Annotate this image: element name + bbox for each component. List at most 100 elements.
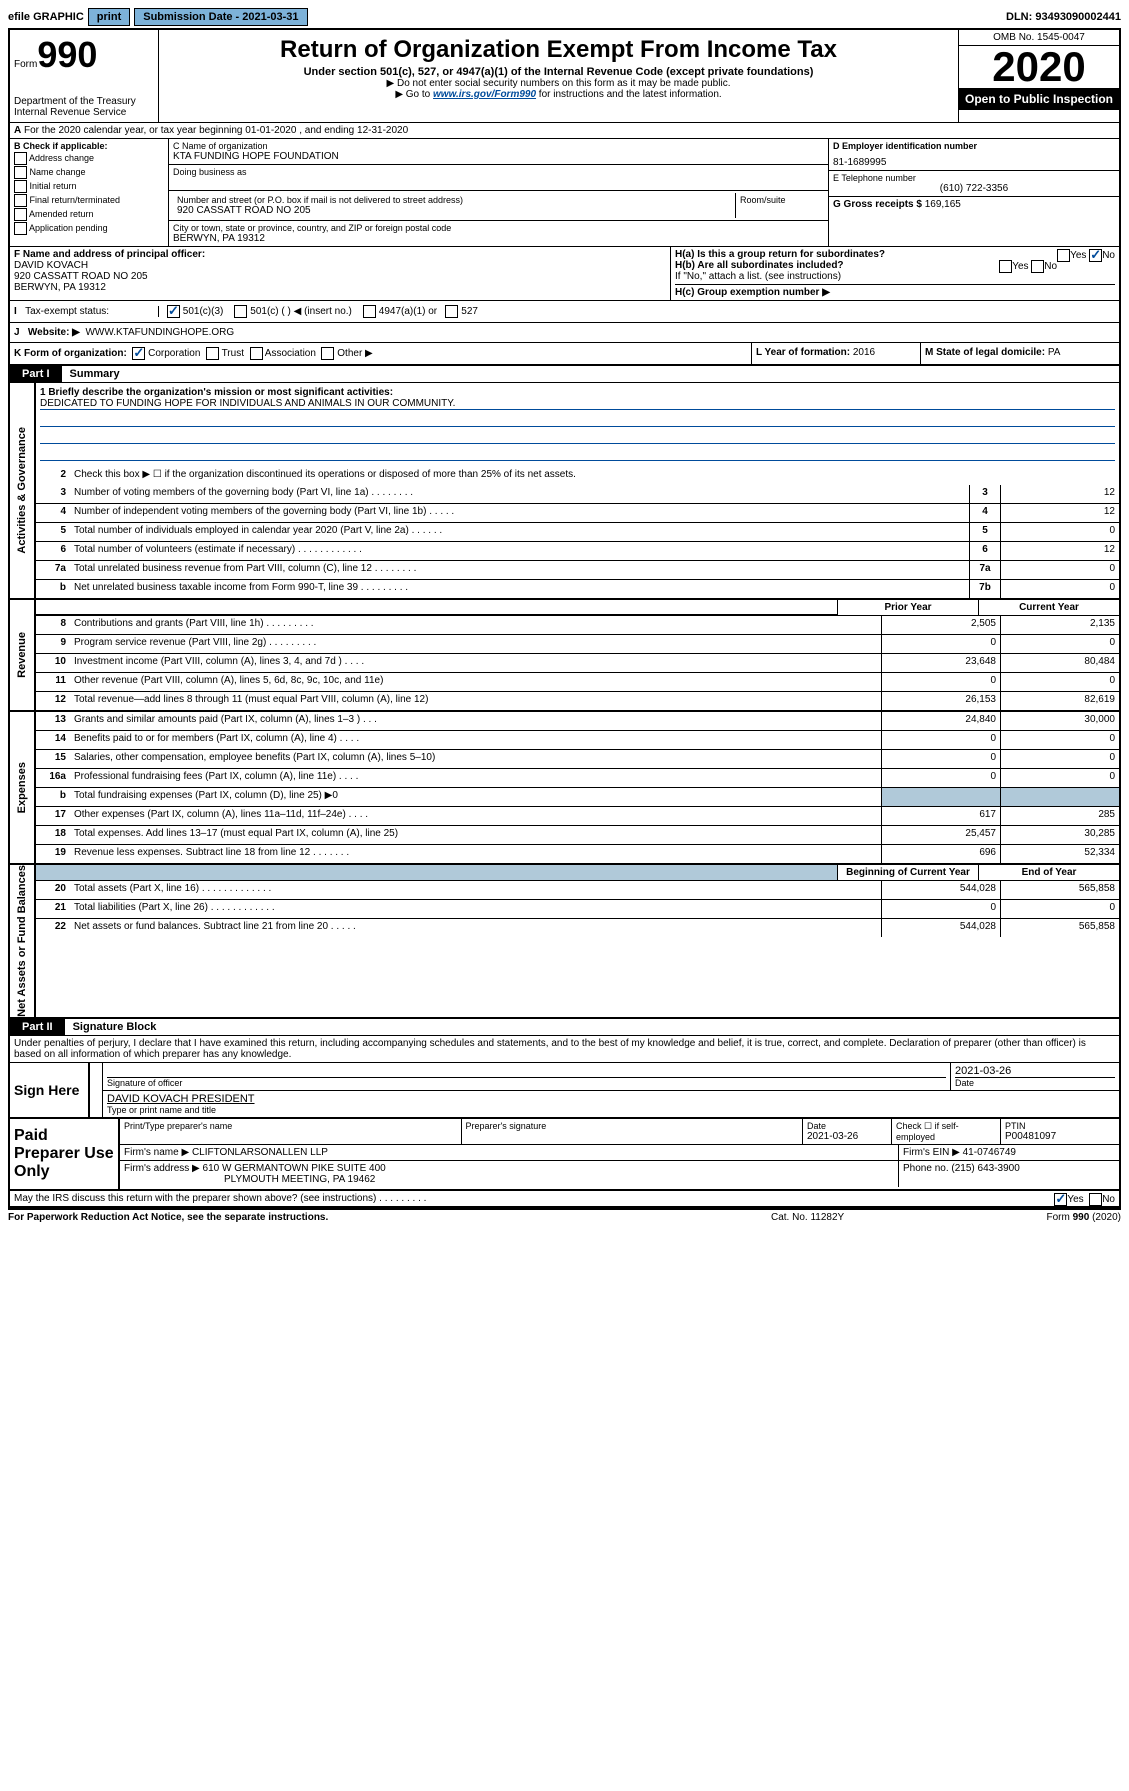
tax-status-label: Tax-exempt status:	[25, 306, 109, 317]
prior-year-header: Prior Year	[837, 600, 978, 615]
prep-h4: Check ☐ if self-employed	[892, 1119, 1001, 1144]
prep-ptin: P00481097	[1005, 1131, 1115, 1142]
goto-pre: ▶ Go to	[395, 89, 433, 100]
exp-curr-14: 0	[1000, 731, 1119, 749]
print-button[interactable]: print	[88, 8, 130, 26]
row-a: A For the 2020 calendar year, or tax yea…	[10, 123, 1119, 139]
net-line-22: Net assets or fund balances. Subtract li…	[70, 919, 881, 937]
exp-prior-b	[881, 788, 1000, 806]
cb-name[interactable]: Name change	[14, 166, 164, 179]
gov-val-6: 12	[1000, 542, 1119, 560]
cb-4947[interactable]	[363, 305, 376, 318]
exp-line-18: Total expenses. Add lines 13–17 (must eq…	[70, 826, 881, 844]
line2: Check this box ▶ ☐ if the organization d…	[70, 467, 1119, 485]
cb-other[interactable]	[321, 347, 334, 360]
cb-527[interactable]	[445, 305, 458, 318]
discuss-yes[interactable]	[1054, 1193, 1067, 1206]
officer-city: BERWYN, PA 19312	[14, 282, 106, 293]
open-public: Open to Public Inspection	[959, 88, 1119, 110]
hb-label: H(b) Are all subordinates included?	[675, 260, 844, 271]
exp-prior-14: 0	[881, 731, 1000, 749]
rev-prior-12: 26,153	[881, 692, 1000, 710]
gov-line-7a: Total unrelated business revenue from Pa…	[70, 561, 969, 579]
rev-line-10: Investment income (Part VIII, column (A)…	[70, 654, 881, 672]
sig-date: 2021-03-26	[955, 1065, 1115, 1077]
ein-value: 81-1689995	[833, 157, 1115, 168]
rev-curr-10: 80,484	[1000, 654, 1119, 672]
cb-final[interactable]: Final return/terminated	[14, 194, 164, 207]
sig-date-label: Date	[955, 1077, 1115, 1088]
exp-prior-16a: 0	[881, 769, 1000, 787]
rev-prior-8: 2,505	[881, 616, 1000, 634]
firm-city: PLYMOUTH MEETING, PA 19462	[124, 1174, 375, 1185]
rev-prior-11: 0	[881, 673, 1000, 691]
exp-curr-17: 285	[1000, 807, 1119, 825]
discuss-q: May the IRS discuss this return with the…	[14, 1193, 426, 1204]
city-label: City or town, state or province, country…	[173, 223, 824, 233]
cb-corp[interactable]	[132, 347, 145, 360]
cb-trust[interactable]	[206, 347, 219, 360]
firm-addr-label: Firm's address ▶	[124, 1163, 200, 1174]
mission-q: 1 Briefly describe the organization's mi…	[40, 387, 1115, 398]
rev-prior-9: 0	[881, 635, 1000, 653]
dept-label: Department of the Treasury Internal Reve…	[14, 96, 154, 118]
exp-prior-18: 25,457	[881, 826, 1000, 844]
tax-year: 2020	[959, 46, 1119, 88]
gov-line-6: Total number of volunteers (estimate if …	[70, 542, 969, 560]
sig-officer-label: Signature of officer	[107, 1077, 946, 1088]
cb-assoc[interactable]	[250, 347, 263, 360]
cb-pending[interactable]: Application pending	[14, 222, 164, 235]
firm-phone-label: Phone no.	[903, 1163, 949, 1174]
cb-501c[interactable]	[234, 305, 247, 318]
mission-text: DEDICATED TO FUNDING HOPE FOR INDIVIDUAL…	[40, 398, 1115, 410]
side-expenses: Expenses	[16, 762, 28, 813]
preparer-label: Paid Preparer Use Only	[10, 1119, 120, 1189]
gov-val-4: 12	[1000, 504, 1119, 522]
exp-prior-19: 696	[881, 845, 1000, 863]
cb-address[interactable]: Address change	[14, 152, 164, 165]
exp-line-17: Other expenses (Part IX, column (A), lin…	[70, 807, 881, 825]
dln-label: DLN: 93493090002441	[1006, 11, 1121, 23]
rev-curr-11: 0	[1000, 673, 1119, 691]
state-domicile-label: M State of legal domicile:	[925, 347, 1045, 358]
footer-right: Form 990 (2020)	[971, 1212, 1121, 1223]
ein-label: D Employer identification number	[833, 141, 1115, 151]
gov-val-5: 0	[1000, 523, 1119, 541]
exp-line-14: Benefits paid to or for members (Part IX…	[70, 731, 881, 749]
name-title-label: Type or print name and title	[107, 1105, 1115, 1115]
exp-prior-15: 0	[881, 750, 1000, 768]
exp-curr-16a: 0	[1000, 769, 1119, 787]
ha-label: H(a) Is this a group return for subordin…	[675, 249, 885, 260]
org-city: BERWYN, PA 19312	[173, 233, 824, 244]
form-org-label: K Form of organization:	[14, 348, 127, 359]
rev-curr-9: 0	[1000, 635, 1119, 653]
cb-amended[interactable]: Amended return	[14, 208, 164, 221]
exp-line-13: Grants and similar amounts paid (Part IX…	[70, 712, 881, 730]
efile-label: efile GRAPHIC	[8, 11, 84, 23]
exp-line-16a: Professional fundraising fees (Part IX, …	[70, 769, 881, 787]
goto-post: for instructions and the latest informat…	[536, 89, 722, 100]
form-label: Form	[14, 59, 37, 70]
state-domicile: PA	[1048, 347, 1061, 358]
discuss-no[interactable]	[1089, 1193, 1102, 1206]
gross-value: 169,165	[925, 199, 961, 210]
cb-initial[interactable]: Initial return	[14, 180, 164, 193]
website-value: WWW.KTAFUNDINGHOPE.ORG	[85, 327, 234, 338]
officer-name-title: DAVID KOVACH PRESIDENT	[107, 1093, 1115, 1105]
current-year-header: Current Year	[978, 600, 1119, 615]
exp-prior-13: 24,840	[881, 712, 1000, 730]
form-subtitle: Under section 501(c), 527, or 4947(a)(1)…	[163, 66, 954, 78]
exp-prior-17: 617	[881, 807, 1000, 825]
net-beg-22: 544,028	[881, 919, 1000, 937]
rev-prior-10: 23,648	[881, 654, 1000, 672]
hc-label: H(c) Group exemption number ▶	[675, 287, 830, 298]
side-netassets: Net Assets or Fund Balances	[16, 865, 28, 1017]
prep-h2: Preparer's signature	[462, 1119, 804, 1144]
cb-501c3[interactable]	[167, 305, 180, 318]
irs-link[interactable]: www.irs.gov/Form990	[433, 89, 536, 100]
exp-curr-b	[1000, 788, 1119, 806]
year-formation: 2016	[853, 347, 875, 358]
exp-line-b: Total fundraising expenses (Part IX, col…	[70, 788, 881, 806]
prep-h1: Print/Type preparer's name	[120, 1119, 462, 1144]
footer-mid: Cat. No. 11282Y	[771, 1212, 971, 1223]
